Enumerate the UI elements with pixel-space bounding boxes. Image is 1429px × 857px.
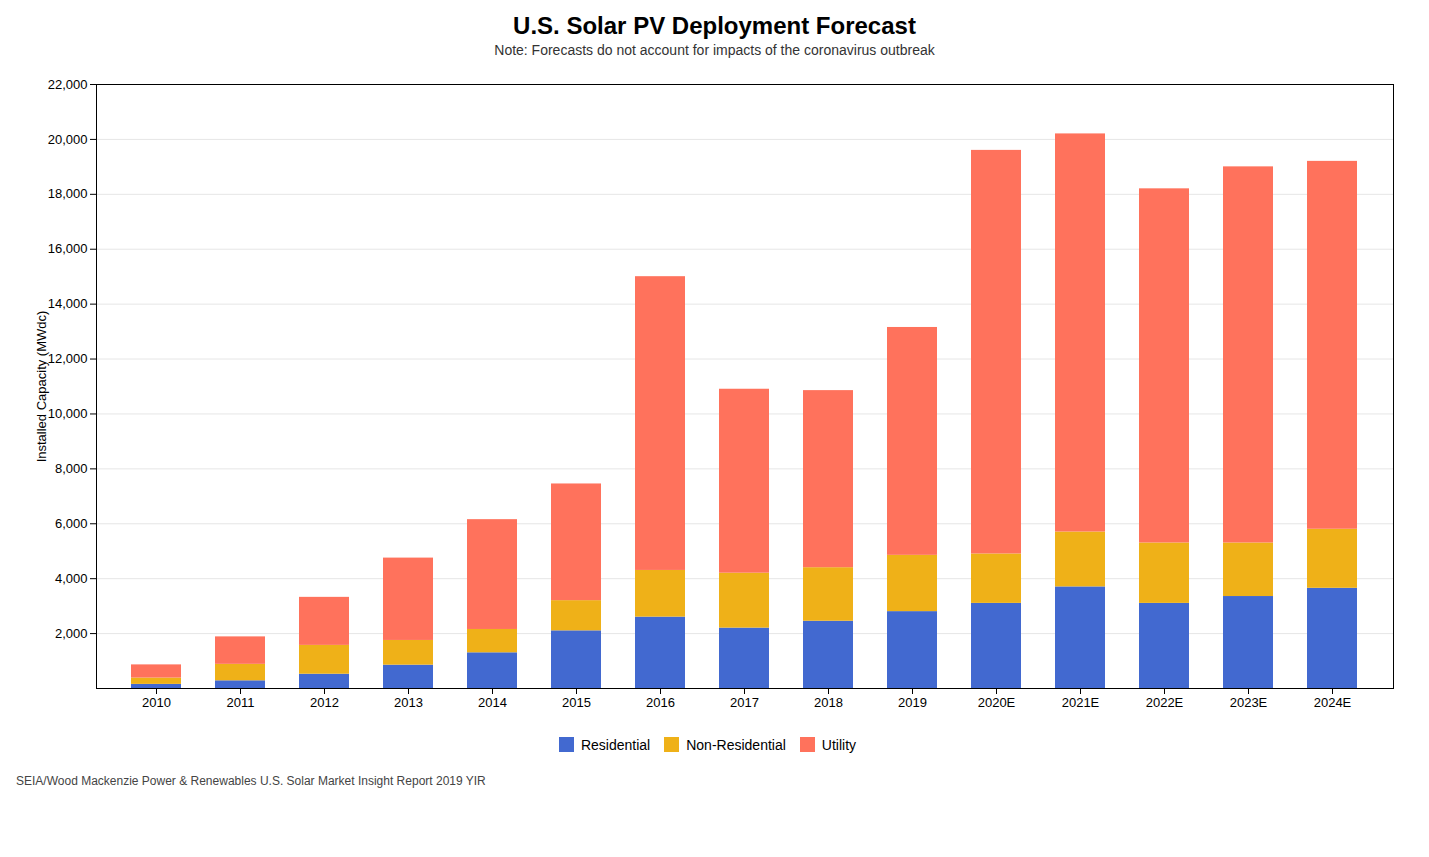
svg-text:2014: 2014 xyxy=(478,695,507,710)
svg-text:2016: 2016 xyxy=(646,695,675,710)
svg-text:14,000: 14,000 xyxy=(48,296,88,311)
svg-text:2024E: 2024E xyxy=(1314,695,1352,710)
svg-text:2020E: 2020E xyxy=(978,695,1016,710)
svg-text:20,000: 20,000 xyxy=(48,132,88,147)
svg-text:6,000: 6,000 xyxy=(55,516,88,531)
html-text:Non-Residential: Non-Residential xyxy=(686,736,786,753)
html-text:Residential: Residential xyxy=(580,736,651,753)
html-text:Utility: Utility xyxy=(821,736,856,753)
svg-text:12,000: 12,000 xyxy=(48,351,88,366)
svg-text:2022E: 2022E xyxy=(1146,695,1184,710)
svg-text:2011: 2011 xyxy=(227,695,255,710)
svg-text:2010: 2010 xyxy=(142,695,171,710)
svg-text:2018: 2018 xyxy=(814,695,843,710)
svg-text:10,000: 10,000 xyxy=(48,406,88,421)
svg-text:2019: 2019 xyxy=(898,695,927,710)
html-text:SEIA/Wood Mackenzie Power & Re: SEIA/Wood Mackenzie Power & Renewables U… xyxy=(16,774,486,788)
svg-text:22,000: 22,000 xyxy=(48,77,88,92)
svg-text:2013: 2013 xyxy=(394,695,423,710)
svg-text:2015: 2015 xyxy=(562,695,591,710)
html-text:Note: Forecasts do not account: Note: Forecasts do not account for impac… xyxy=(494,42,935,58)
svg-text:16,000: 16,000 xyxy=(48,241,88,256)
svg-text:Installed Capacity (MWdc): Installed Capacity (MWdc) xyxy=(34,311,49,463)
svg-text:2017: 2017 xyxy=(730,695,759,710)
html-text:U.S. Solar PV Deployment Forec: U.S. Solar PV Deployment Forecast xyxy=(513,12,916,39)
svg-text:2,000: 2,000 xyxy=(55,626,88,641)
svg-text:2012: 2012 xyxy=(310,695,339,710)
svg-text:8,000: 8,000 xyxy=(55,461,88,476)
svg-text:2021E: 2021E xyxy=(1062,695,1100,710)
svg-text:4,000: 4,000 xyxy=(55,571,88,586)
svg-text:18,000: 18,000 xyxy=(48,186,88,201)
svg-text:2023E: 2023E xyxy=(1230,695,1268,710)
